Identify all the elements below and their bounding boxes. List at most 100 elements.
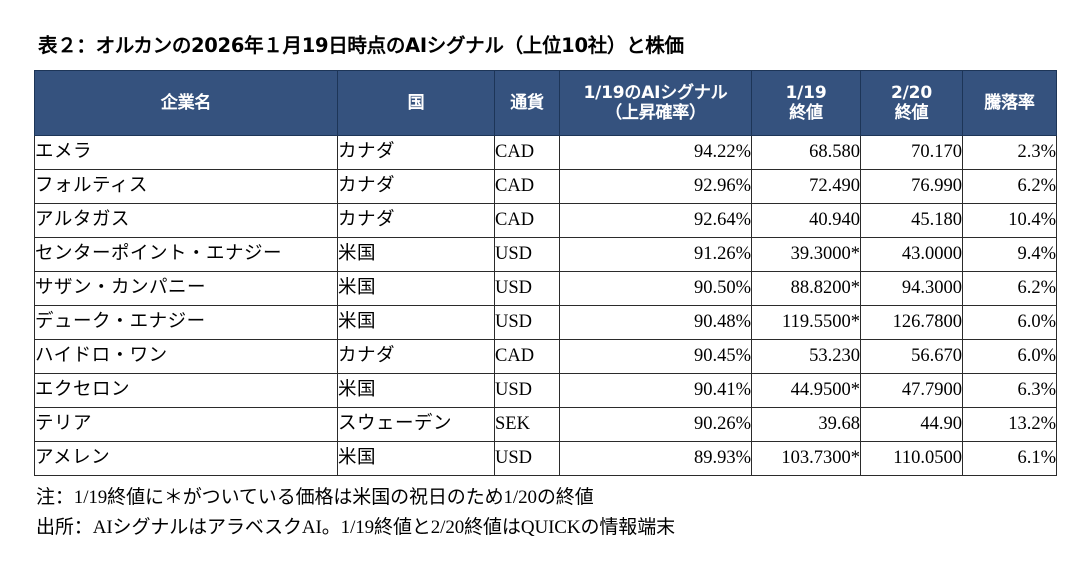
cell-close-0119: 44.9500* xyxy=(751,373,861,408)
cell-company: アメレン xyxy=(34,441,338,476)
cell-close-0220: 47.7900 xyxy=(860,373,963,408)
cell-close-0220: 126.7800 xyxy=(860,305,963,340)
cell-close-0119: 72.490 xyxy=(751,169,861,204)
cell-company: デューク・エナジー xyxy=(34,305,338,340)
cell-close-0220: 110.0500 xyxy=(860,441,963,476)
column-header-ai-signal-line1: 1/19のAIシグナル xyxy=(583,82,728,103)
cell-currency: CAD xyxy=(494,339,560,374)
cell-change-rate: 13.2% xyxy=(962,407,1057,442)
cell-close-0220: 45.180 xyxy=(860,203,963,238)
cell-change-rate: 6.3% xyxy=(962,373,1057,408)
cell-close-0220: 94.3000 xyxy=(860,271,963,306)
column-header-close-0119-line2: 終値 xyxy=(789,103,823,123)
footnotes: 注：1/19終値に＊がついている価格は米国の祝日のため1/20の終値 出所：AI… xyxy=(36,483,1066,543)
cell-currency: USD xyxy=(494,237,560,272)
footnote-note: 注：1/19終値に＊がついている価格は米国の祝日のため1/20の終値 xyxy=(36,487,594,508)
table-row: アメレン 米国 USD 89.93% 103.7300* 110.0500 6.… xyxy=(34,441,1057,476)
cell-close-0119: 40.940 xyxy=(751,203,861,238)
cell-ai-signal: 94.22% xyxy=(559,135,752,170)
cell-company: ハイドロ・ワン xyxy=(34,339,338,374)
cell-change-rate: 6.0% xyxy=(962,305,1057,340)
cell-close-0119: 119.5500* xyxy=(751,305,861,340)
column-header-currency: 通貨 xyxy=(494,70,560,136)
cell-close-0119: 39.68 xyxy=(751,407,861,442)
cell-currency: CAD xyxy=(494,203,560,238)
cell-country: 米国 xyxy=(337,441,495,476)
column-header-close-0119-line1: 1/19 xyxy=(785,82,827,103)
cell-company: エメラ xyxy=(34,135,338,170)
cell-currency: USD xyxy=(494,441,560,476)
cell-change-rate: 6.2% xyxy=(962,271,1057,306)
table-row: エクセロン 米国 USD 90.41% 44.9500* 47.7900 6.3… xyxy=(34,373,1057,408)
table-row: センターポイント・エナジー 米国 USD 91.26% 39.3000* 43.… xyxy=(34,237,1057,272)
cell-country: 米国 xyxy=(337,305,495,340)
ai-signal-table: 企業名 国 通貨 1/19のAIシグナル （上昇確率） 1/19 終値 2/20 終値… xyxy=(34,70,1057,476)
column-header-close-0220: 2/20 終値 xyxy=(860,70,963,136)
cell-ai-signal: 90.26% xyxy=(559,407,752,442)
cell-ai-signal: 92.96% xyxy=(559,169,752,204)
cell-close-0220: 76.990 xyxy=(860,169,963,204)
footnote-source: 出所：AIシグナルはアラベスクAI。1/19終値と2/20終値はQUICKの情報… xyxy=(36,517,675,538)
cell-close-0119: 53.230 xyxy=(751,339,861,374)
table-body: エメラ カナダ CAD 94.22% 68.580 70.170 2.3% フォ… xyxy=(34,135,1057,476)
cell-country: カナダ xyxy=(337,203,495,238)
cell-change-rate: 10.4% xyxy=(962,203,1057,238)
cell-country: カナダ xyxy=(337,339,495,374)
cell-currency: CAD xyxy=(494,169,560,204)
cell-ai-signal: 91.26% xyxy=(559,237,752,272)
figure-title: 表２：オルカンの2026年１月19日時点のAIシグナル（上位10社）と株価 xyxy=(38,34,684,57)
table-row: テリア スウェーデン SEK 90.26% 39.68 44.90 13.2% xyxy=(34,407,1057,442)
cell-change-rate: 9.4% xyxy=(962,237,1057,272)
cell-ai-signal: 90.41% xyxy=(559,373,752,408)
cell-currency: SEK xyxy=(494,407,560,442)
cell-company: エクセロン xyxy=(34,373,338,408)
table-header-row: 企業名 国 通貨 1/19のAIシグナル （上昇確率） 1/19 終値 2/20 終値… xyxy=(34,70,1057,136)
table-row: アルタガス カナダ CAD 92.64% 40.940 45.180 10.4% xyxy=(34,203,1057,238)
ai-signal-table-container: 企業名 国 通貨 1/19のAIシグナル （上昇確率） 1/19 終値 2/20 終値… xyxy=(34,70,1057,476)
cell-change-rate: 2.3% xyxy=(962,135,1057,170)
table-row: サザン・カンパニー 米国 USD 90.50% 88.8200* 94.3000… xyxy=(34,271,1057,306)
cell-ai-signal: 90.48% xyxy=(559,305,752,340)
column-header-company: 企業名 xyxy=(34,70,338,136)
cell-company: アルタガス xyxy=(34,203,338,238)
column-header-close-0220-line2: 終値 xyxy=(894,103,929,123)
table-row: デューク・エナジー 米国 USD 90.48% 119.5500* 126.78… xyxy=(34,305,1057,340)
cell-ai-signal: 90.50% xyxy=(559,271,752,306)
cell-currency: USD xyxy=(494,373,560,408)
cell-company: フォルティス xyxy=(34,169,338,204)
cell-close-0220: 70.170 xyxy=(860,135,963,170)
cell-close-0220: 43.0000 xyxy=(860,237,963,272)
cell-company: センターポイント・エナジー xyxy=(34,237,338,272)
column-header-ai-signal-line2: （上昇確率） xyxy=(605,103,706,123)
table-header: 企業名 国 通貨 1/19のAIシグナル （上昇確率） 1/19 終値 2/20 終値… xyxy=(34,70,1057,136)
cell-change-rate: 6.0% xyxy=(962,339,1057,374)
cell-company: テリア xyxy=(34,407,338,442)
cell-currency: USD xyxy=(494,271,560,306)
cell-country: カナダ xyxy=(337,169,495,204)
cell-ai-signal: 90.45% xyxy=(559,339,752,374)
cell-currency: CAD xyxy=(494,135,560,170)
cell-country: カナダ xyxy=(337,135,495,170)
table-row: エメラ カナダ CAD 94.22% 68.580 70.170 2.3% xyxy=(34,135,1057,170)
table-row: フォルティス カナダ CAD 92.96% 72.490 76.990 6.2% xyxy=(34,169,1057,204)
cell-close-0119: 103.7300* xyxy=(751,441,861,476)
cell-ai-signal: 92.64% xyxy=(559,203,752,238)
column-header-ai-signal: 1/19のAIシグナル （上昇確率） xyxy=(559,70,752,136)
cell-close-0119: 88.8200* xyxy=(751,271,861,306)
column-header-close-0220-line1: 2/20 xyxy=(891,82,932,103)
cell-currency: USD xyxy=(494,305,560,340)
cell-country: スウェーデン xyxy=(337,407,495,442)
cell-change-rate: 6.2% xyxy=(962,169,1057,204)
table-row: ハイドロ・ワン カナダ CAD 90.45% 53.230 56.670 6.0… xyxy=(34,339,1057,374)
cell-country: 米国 xyxy=(337,271,495,306)
cell-company: サザン・カンパニー xyxy=(34,271,338,306)
cell-close-0220: 56.670 xyxy=(860,339,963,374)
cell-close-0220: 44.90 xyxy=(860,407,963,442)
cell-change-rate: 6.1% xyxy=(962,441,1057,476)
cell-ai-signal: 89.93% xyxy=(559,441,752,476)
cell-close-0119: 39.3000* xyxy=(751,237,861,272)
column-header-change-rate: 騰落率 xyxy=(962,70,1057,136)
column-header-close-0119: 1/19 終値 xyxy=(751,70,861,136)
cell-country: 米国 xyxy=(337,373,495,408)
